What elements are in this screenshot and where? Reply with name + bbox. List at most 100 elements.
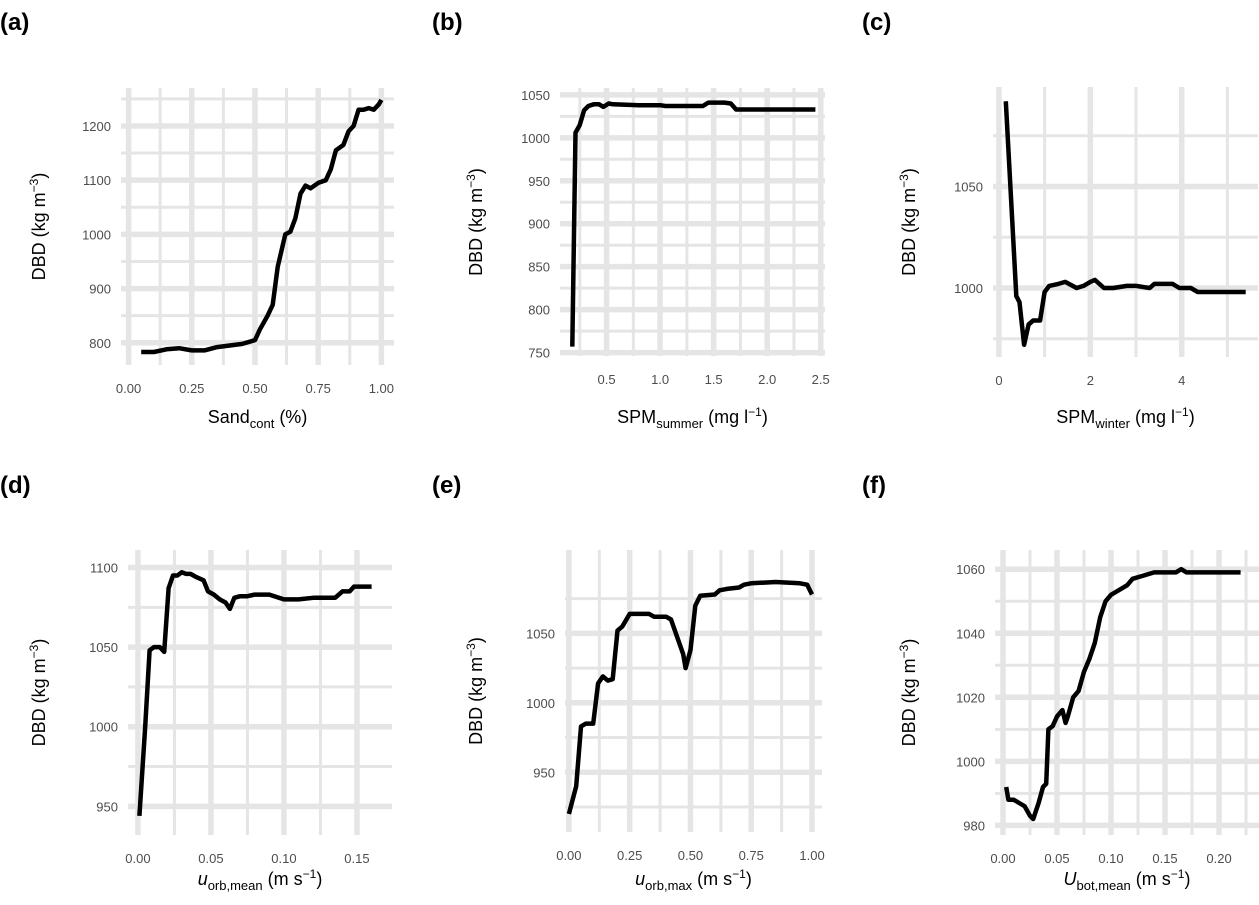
- label-segment: (mg l: [1130, 407, 1175, 427]
- y-tick-label: 1050: [89, 640, 118, 655]
- label-segment: SPM: [617, 407, 656, 427]
- y-tick-label: 1200: [82, 119, 111, 134]
- label-segment: (m s: [1131, 869, 1171, 889]
- x-tick-label: 1.00: [799, 848, 824, 863]
- x-tick-label: 1.0: [651, 372, 669, 387]
- x-tick-label: 0.50: [242, 381, 267, 396]
- y-tick-label: 950: [96, 799, 118, 814]
- label-segment: −1: [303, 867, 317, 881]
- x-tick-label: 0.10: [271, 851, 296, 866]
- label-segment: u: [635, 869, 645, 889]
- y-tick-label: 1040: [956, 626, 985, 641]
- panel-a: 0.00 0.25 0.50 0.75 1.00 800 900 1000 1100 1200 Sa…: [0, 9, 394, 431]
- label-segment: (%): [274, 407, 307, 427]
- label-segment: (m s: [263, 869, 303, 889]
- y-axis-title: DBD (kg m−3): [897, 168, 919, 276]
- label-segment: −1: [748, 405, 762, 419]
- label-segment: (mg l: [703, 407, 748, 427]
- label-segment: ): [899, 168, 919, 174]
- y-tick-label: 1000: [89, 720, 118, 735]
- label-segment: −1: [732, 867, 746, 881]
- x-tick-label: 0.25: [617, 848, 642, 863]
- series-line: [1003, 566, 1241, 822]
- label-segment: DBD (kg m: [899, 188, 919, 276]
- panel-label: (d): [0, 472, 31, 499]
- label-segment: ): [762, 407, 768, 427]
- y-tick-label: 1050: [526, 626, 555, 641]
- panel-e: 0.00 0.25 0.50 0.75 1.00 950 1000 1050 uorb,max …: [432, 472, 825, 893]
- label-segment: DBD (kg m: [899, 658, 919, 746]
- y-axis-title: DBD (kg m−3): [27, 173, 49, 281]
- label-segment: u: [198, 869, 208, 889]
- y-tick-label: 850: [528, 260, 550, 275]
- label-segment: cont: [250, 416, 275, 431]
- y-axis-title: DBD (kg m−3): [897, 639, 919, 747]
- series-line: [1003, 101, 1246, 348]
- label-segment: DBD (kg m: [29, 658, 49, 746]
- x-tick-label: 0.15: [344, 851, 369, 866]
- label-segment: ): [316, 869, 322, 889]
- x-tick-label: 2.0: [758, 372, 776, 387]
- y-tick-label: 1100: [90, 561, 118, 576]
- x-tick-label: 0.00: [556, 848, 581, 863]
- label-segment: ): [466, 637, 486, 643]
- label-segment: U: [1064, 869, 1078, 889]
- x-axis-title: uorb,mean (m s−1): [198, 867, 323, 893]
- label-segment: summer: [656, 416, 704, 431]
- label-segment: orb,mean: [208, 878, 263, 893]
- panel-label: (e): [432, 472, 461, 499]
- label-segment: bot,mean: [1077, 878, 1131, 893]
- y-tick-label: 950: [533, 765, 555, 780]
- label-segment: ): [466, 168, 486, 174]
- y-tick-label: 800: [528, 303, 550, 318]
- y-tick-label: 1000: [82, 227, 111, 242]
- y-axis-title: DBD (kg m−3): [464, 168, 486, 276]
- y-tick-label: 800: [89, 336, 111, 351]
- label-segment: (m s: [692, 869, 732, 889]
- x-axis-title: SPMsummer (mg l−1): [617, 405, 768, 431]
- x-tick-label: 2.5: [812, 372, 830, 387]
- y-tick-label: 900: [89, 282, 111, 297]
- label-segment: DBD (kg m: [466, 657, 486, 745]
- x-tick-label: 0.75: [739, 848, 764, 863]
- y-tick-label: 980: [963, 818, 985, 833]
- x-tick-label: 0.10: [1098, 851, 1123, 866]
- y-tick-label: 900: [528, 217, 550, 232]
- panel-f: 0.00 0.05 0.10 0.15 0.20 980 1000 1020 1040 1060 U…: [862, 472, 1259, 893]
- y-tick-label: 1100: [83, 173, 111, 188]
- x-tick-label: 0.05: [1044, 851, 1069, 866]
- panel-label: (b): [432, 9, 463, 36]
- panel-b: 0.5 1.0 1.5 2.0 2.5 750 800 850 900 950 1000 1050 SP…: [432, 9, 830, 431]
- y-tick-label: 950: [528, 174, 550, 189]
- y-tick-label: 1060: [956, 562, 985, 577]
- x-tick-label: 0: [995, 373, 1002, 388]
- label-segment: −3: [897, 644, 911, 658]
- label-segment: Sand: [208, 407, 250, 427]
- label-segment: −3: [27, 644, 41, 658]
- label-segment: ): [1189, 407, 1195, 427]
- label-segment: winter: [1094, 416, 1130, 431]
- label-segment: orb,max: [645, 878, 692, 893]
- label-segment: ): [29, 173, 49, 179]
- x-tick-label: 0.15: [1152, 851, 1177, 866]
- series-line: [137, 570, 372, 817]
- x-axis-title: Sandcont (%): [208, 407, 308, 431]
- x-tick-label: 1.5: [705, 372, 723, 387]
- label-segment: −1: [1175, 405, 1189, 419]
- panel-d: 0.00 0.05 0.10 0.15 950 1000 1050 1100 uorb,mean…: [0, 472, 392, 893]
- label-segment: −3: [464, 174, 478, 188]
- x-tick-label: 0.05: [198, 851, 223, 866]
- x-tick-label: 0.00: [990, 851, 1015, 866]
- label-segment: DBD (kg m: [466, 188, 486, 276]
- panel-label: (f): [862, 472, 886, 499]
- x-tick-label: 1.00: [369, 381, 394, 396]
- y-tick-label: 1050: [521, 88, 550, 103]
- label-segment: ): [1184, 869, 1190, 889]
- label-segment: ): [899, 639, 919, 645]
- x-axis-title: SPMwinter (mg l−1): [1056, 405, 1194, 431]
- x-tick-label: 2: [1087, 373, 1094, 388]
- series-line: [570, 100, 816, 347]
- label-segment: −3: [27, 178, 41, 192]
